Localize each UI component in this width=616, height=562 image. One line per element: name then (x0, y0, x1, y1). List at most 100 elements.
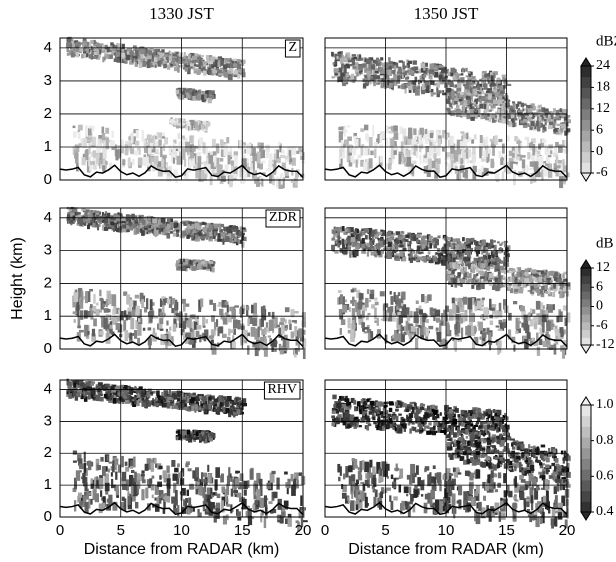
echo (367, 313, 370, 315)
echo (338, 72, 340, 76)
echo (135, 295, 140, 299)
echo (420, 76, 422, 81)
echo (519, 289, 524, 294)
echo (474, 134, 477, 139)
echo (162, 301, 164, 306)
echo (232, 342, 236, 349)
echo (442, 147, 445, 152)
echo (474, 265, 477, 268)
echo (78, 316, 81, 326)
y-tick-label: 3 (44, 242, 52, 259)
echo (513, 301, 517, 304)
echo (439, 65, 443, 68)
echo (135, 56, 138, 58)
echo (333, 230, 335, 234)
echo (483, 83, 487, 87)
y-tick-label: 0 (44, 340, 52, 357)
echo (281, 150, 284, 154)
echo (508, 115, 511, 119)
echo (84, 310, 88, 318)
echo (116, 52, 121, 56)
echo (266, 168, 271, 171)
echo (295, 177, 297, 185)
echo (545, 111, 550, 113)
echo (166, 329, 168, 332)
echo (485, 118, 489, 120)
echo (388, 242, 391, 247)
echo (478, 283, 480, 287)
echo (463, 257, 468, 262)
echo (450, 72, 453, 76)
echo (196, 325, 201, 330)
echo (427, 256, 431, 259)
echo (160, 315, 165, 318)
echo (338, 52, 342, 54)
echo (153, 135, 155, 147)
echo (218, 233, 221, 238)
echo (138, 157, 143, 165)
echo (461, 279, 465, 283)
echo (512, 273, 515, 276)
echo (466, 148, 468, 159)
echo (81, 157, 85, 165)
echo (552, 292, 555, 297)
echo (233, 319, 238, 328)
echo (208, 61, 213, 64)
echo (201, 260, 206, 264)
echo (429, 243, 432, 248)
echo (192, 56, 197, 60)
echo (423, 75, 427, 77)
echo (375, 302, 379, 305)
echo (351, 155, 354, 162)
echo (77, 326, 80, 329)
echo (393, 70, 396, 75)
echo (389, 61, 393, 64)
echo (131, 132, 133, 143)
echo (416, 71, 419, 74)
echo (438, 139, 441, 147)
echo (468, 264, 470, 269)
echo (539, 117, 542, 122)
echo (476, 246, 480, 251)
echo (422, 84, 425, 90)
echo (161, 218, 166, 223)
echo (264, 328, 267, 335)
echo (251, 327, 256, 337)
echo (405, 77, 408, 80)
echo (86, 47, 89, 52)
echo (431, 139, 434, 141)
echo (447, 100, 451, 104)
echo (296, 151, 299, 154)
echo (564, 318, 566, 326)
echo (225, 72, 229, 77)
echo (381, 249, 384, 254)
echo (445, 157, 449, 160)
echo (397, 75, 400, 80)
echo (214, 239, 217, 241)
echo (428, 251, 431, 254)
echo (203, 121, 206, 125)
echo (239, 64, 242, 69)
echo (278, 142, 281, 146)
echo (341, 319, 345, 325)
echo (517, 278, 519, 282)
echo (67, 53, 69, 56)
echo (381, 319, 383, 321)
echo (347, 318, 350, 329)
echo (90, 161, 95, 165)
echo (420, 161, 422, 163)
echo (452, 303, 456, 314)
echo (338, 156, 340, 164)
echo (454, 101, 457, 104)
echo (183, 55, 187, 59)
echo (496, 325, 500, 327)
echo (192, 146, 196, 152)
echo (407, 242, 409, 245)
echo (167, 65, 170, 70)
echo (433, 244, 437, 248)
echo (227, 305, 229, 313)
panel (325, 38, 571, 188)
echo (136, 306, 140, 317)
echo (418, 325, 421, 328)
echo (433, 257, 437, 262)
